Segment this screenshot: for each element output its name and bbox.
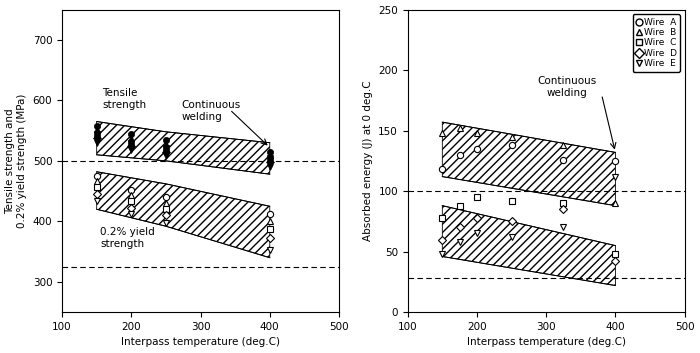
Text: Continuous
welding: Continuous welding [538, 76, 596, 98]
Polygon shape [442, 206, 615, 286]
Text: 0.2% yield
strength: 0.2% yield strength [100, 227, 155, 249]
Y-axis label: Tensile strength and
0.2% yield strength (MPa): Tensile strength and 0.2% yield strength… [6, 94, 27, 228]
Polygon shape [97, 172, 270, 258]
Text: Continuous
welding: Continuous welding [181, 100, 240, 122]
X-axis label: Interpass temperature (deg.C): Interpass temperature (deg.C) [121, 337, 280, 347]
Text: Tensile
strength: Tensile strength [102, 88, 146, 110]
Legend: Wire  A, Wire  B, Wire  C, Wire  D, Wire  E: Wire A, Wire B, Wire C, Wire D, Wire E [633, 14, 680, 72]
Polygon shape [97, 121, 270, 174]
Y-axis label: Absorbed energy (J) at 0 deg.C: Absorbed energy (J) at 0 deg.C [363, 80, 372, 241]
X-axis label: Interpass temperature (deg.C): Interpass temperature (deg.C) [467, 337, 626, 347]
Polygon shape [442, 122, 615, 206]
